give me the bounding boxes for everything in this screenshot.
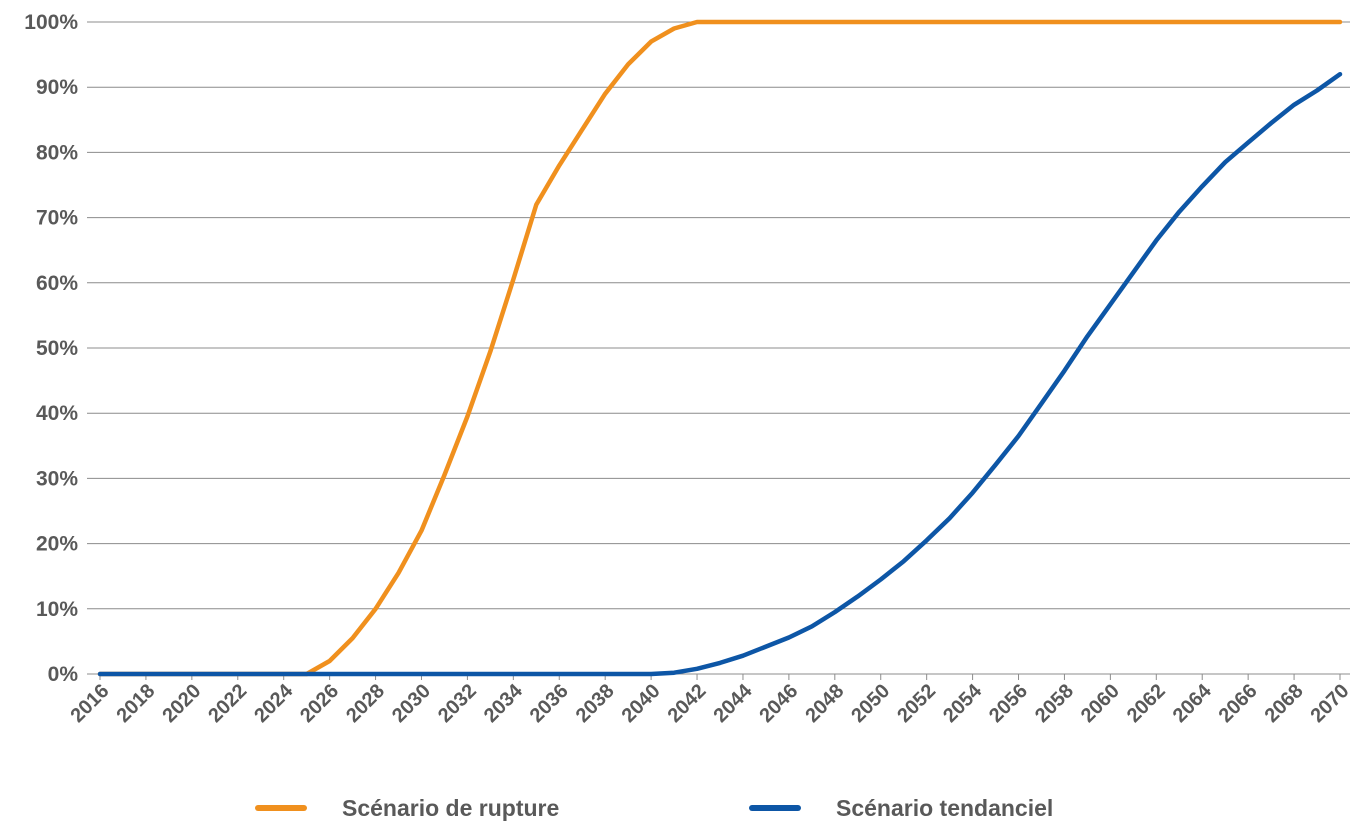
x-axis-ticks: 2016201820202022202420262028203020322034…	[67, 679, 1354, 727]
gridlines	[87, 21, 1350, 610]
legend-label: Scénario de rupture	[342, 795, 559, 821]
y-tick-label: 60%	[36, 272, 78, 295]
x-tick-label: 2044	[709, 679, 757, 727]
y-tick-label: 90%	[36, 76, 78, 99]
x-tick-label: 2036	[526, 680, 573, 727]
x-tick-label: 2050	[847, 680, 894, 727]
x-tick-label: 2070	[1307, 680, 1354, 727]
x-tick-label: 2056	[985, 680, 1032, 727]
x-tick-label: 2054	[939, 679, 987, 727]
y-tick-label: 100%	[24, 11, 78, 34]
x-tick-label: 2016	[67, 680, 114, 727]
series-line-tendanciel	[97, 71, 1343, 677]
y-tick-label: 30%	[36, 467, 78, 490]
x-tick-label: 2060	[1077, 680, 1124, 727]
y-tick-label: 80%	[36, 141, 78, 164]
x-tick-label: 2062	[1123, 680, 1170, 727]
x-tick-label: 2046	[755, 680, 802, 727]
legend-label: Scénario tendanciel	[836, 795, 1053, 821]
x-tick-label: 2040	[618, 680, 665, 727]
y-tick-label: 0%	[48, 663, 79, 686]
x-tick-label: 2030	[388, 680, 435, 727]
y-tick-label: 20%	[36, 533, 78, 556]
series-lines	[97, 19, 1343, 677]
x-tick-label: 2052	[893, 680, 940, 727]
x-tick-label: 2068	[1261, 680, 1308, 727]
x-tick-label: 2018	[112, 680, 159, 727]
y-axis-ticks: 0% 10% 20% 30% 40% 50% 60% 70% 80% 90% 100%	[24, 11, 78, 686]
y-tick-label: 50%	[36, 337, 78, 360]
x-tick-label: 2020	[158, 680, 205, 727]
x-tick-label: 2022	[204, 680, 251, 727]
x-tick-label: 2034	[480, 679, 528, 727]
x-tick-label: 2038	[572, 680, 619, 727]
x-tick-label: 2066	[1215, 680, 1262, 727]
y-tick-label: 70%	[36, 207, 78, 230]
x-tick-label: 2032	[434, 680, 481, 727]
x-tick-label: 2042	[664, 680, 711, 727]
x-tick-label: 2064	[1169, 679, 1217, 727]
x-tick-label: 2024	[250, 679, 298, 727]
x-tick-label: 2048	[801, 680, 848, 727]
legend: Scénario de rupture Scénario tendanciel	[255, 795, 1053, 821]
x-tick-label: 2026	[296, 680, 343, 727]
y-tick-label: 40%	[36, 402, 78, 425]
x-tick-label: 2028	[342, 680, 389, 727]
y-tick-label: 10%	[36, 598, 78, 621]
x-tick-label: 2058	[1031, 680, 1078, 727]
